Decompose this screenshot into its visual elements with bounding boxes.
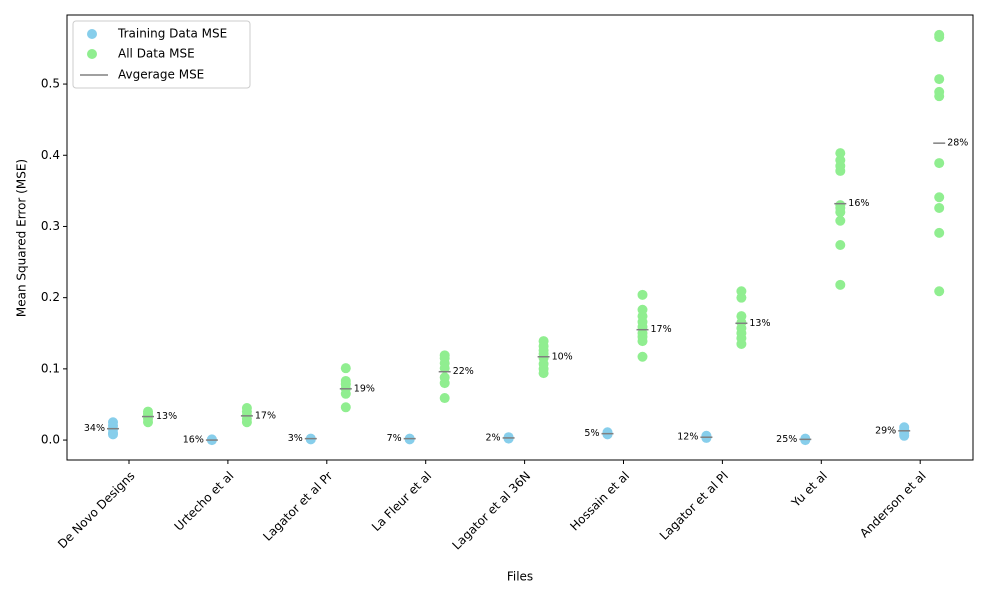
percent-label: 13%: [749, 318, 770, 329]
data-point: [934, 74, 945, 85]
percent-label: 17%: [255, 410, 276, 421]
data-point: [538, 368, 549, 379]
percent-label: 7%: [387, 433, 402, 444]
x-tick-label: Urtecho et al: [172, 469, 237, 534]
data-point: [736, 338, 747, 349]
data-point: [835, 215, 846, 226]
x-axis-label: Files: [507, 570, 533, 584]
legend-label: All Data MSE: [118, 47, 195, 61]
percent-label: 2%: [486, 432, 501, 443]
x-tick-label: Anderson et al: [857, 469, 929, 541]
data-point: [835, 165, 846, 176]
percent-label: 12%: [677, 432, 698, 443]
data-point: [108, 429, 118, 440]
data-point: [934, 91, 945, 102]
x-tick-label: Lagator et al Pr: [260, 469, 335, 544]
percent-label: 34%: [84, 423, 105, 434]
percent-label: 5%: [584, 428, 599, 439]
percent-label: 10%: [552, 351, 573, 362]
legend-label: Training Data MSE: [117, 27, 227, 41]
percent-label: 25%: [776, 434, 797, 445]
legend-marker: [87, 49, 97, 59]
data-point: [899, 430, 910, 441]
data-point: [637, 336, 648, 347]
percent-label: 16%: [848, 198, 869, 209]
y-axis-label: Mean Squared Error (MSE): [15, 159, 29, 317]
data-point: [835, 239, 846, 250]
legend-box: [72, 20, 251, 89]
x-tick-label: Lagator et al Pl: [657, 469, 731, 543]
data-point: [934, 192, 945, 203]
data-point: [143, 417, 153, 428]
percent-label: 16%: [183, 435, 204, 446]
x-tick-label: De Novo Designs: [55, 469, 138, 552]
y-tick-label: 0.4: [41, 148, 60, 162]
data-point: [439, 393, 450, 404]
data-point: [241, 417, 252, 428]
data-point: [439, 363, 450, 374]
percent-label: 22%: [453, 366, 474, 377]
data-point: [934, 202, 945, 213]
percent-label: 29%: [875, 425, 896, 436]
plot-frame: [66, 14, 974, 461]
percent-label: 13%: [156, 411, 177, 422]
y-tick-label: 0.1: [41, 361, 60, 375]
data-point: [835, 148, 846, 159]
x-tick-label: Yu et al: [788, 469, 830, 511]
percent-label: 19%: [354, 383, 375, 394]
x-tick-label: La Fleur et al: [369, 469, 434, 534]
x-tick-label: Lagator et al 36N: [449, 469, 533, 553]
data-point: [340, 363, 351, 374]
data-point: [340, 388, 351, 399]
legend-marker: [87, 29, 97, 39]
x-tick-label: Hossain et al: [567, 469, 632, 534]
data-point: [835, 279, 846, 290]
y-tick-label: 0.3: [41, 219, 60, 233]
percent-label: 17%: [651, 324, 672, 335]
data-point: [835, 207, 846, 218]
y-tick-label: 0.2: [41, 290, 60, 304]
data-point: [934, 227, 945, 238]
data-point: [934, 158, 945, 169]
percent-label: 3%: [288, 433, 303, 444]
data-point: [637, 289, 648, 300]
data-point: [934, 286, 945, 297]
data-point: [439, 378, 450, 389]
data-point: [340, 402, 351, 413]
y-tick-label: 0.5: [41, 77, 60, 91]
percent-label: 28%: [947, 138, 968, 149]
legend-label: Avgerage MSE: [118, 68, 204, 82]
data-point: [736, 292, 747, 303]
y-tick-label: 0.0: [41, 433, 60, 447]
data-point: [637, 351, 648, 362]
data-point: [934, 32, 945, 43]
